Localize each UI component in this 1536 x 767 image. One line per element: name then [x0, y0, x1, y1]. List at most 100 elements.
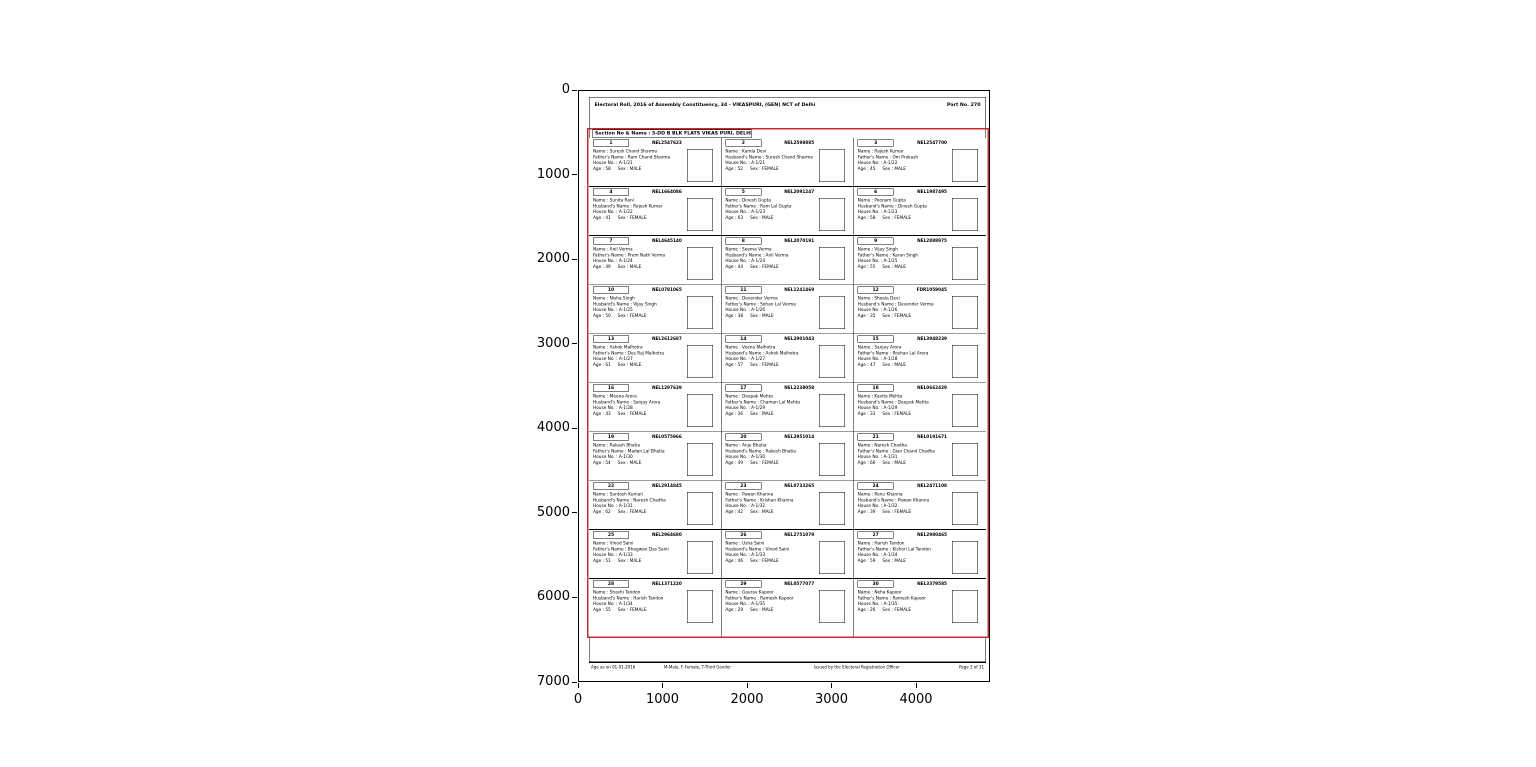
age: Age : 57 [725, 362, 744, 368]
house-number: House No. : A-1/25 [857, 258, 898, 264]
relative-name: Father's Name : Ram Chand Sharma [593, 154, 671, 160]
age-sex-line: Age : 26 Sex : FEMALE [858, 607, 946, 613]
x-tick-mark [746, 683, 748, 688]
x-tick-label: 3000 [814, 692, 849, 707]
page-footer: Age as on 01-01-2016 M-Male, F-Female, T… [589, 665, 986, 672]
sex: Sex : MALE [882, 166, 906, 172]
relative-name: Father's Name : Ram Lal Gupta [725, 203, 792, 209]
sex: Sex : FEMALE [882, 411, 912, 417]
epic-number: NEL0575966 [651, 434, 682, 440]
relative-name: Father's Name : Krishan Khanna [725, 497, 794, 503]
house-number: House No. : A-1/23 [857, 209, 898, 215]
y-tick-label: 7000 [536, 674, 570, 689]
voter-fields: Name : Kavita Mehta Husband's Name : Deep… [858, 394, 946, 417]
photo-placeholder [951, 247, 978, 280]
age-sex-line: Age : 51 Sex : MALE [593, 558, 681, 564]
sex: Sex : FEMALE [750, 264, 779, 270]
photo-placeholder [819, 198, 846, 231]
photo-placeholder [951, 394, 978, 427]
age-sex-line: Age : 52 Sex : FEMALE [725, 166, 813, 172]
epic-number: NEL2547623 [651, 140, 682, 146]
age-sex-line: Age : 63 Sex : MALE [725, 215, 813, 221]
serial-number: 18 [857, 384, 894, 392]
y-tick-label: 1000 [536, 166, 570, 182]
voter-card: 1 NEL2547623 Name : Suresh Chand Sharma Fat… [589, 138, 722, 187]
voter-card: 10 NEL0781065 Name : Nisha Singh Husband's … [589, 285, 722, 334]
relative-name: Father's Name : Madan Lal Bhatia [593, 448, 665, 454]
age-sex-line: Age : 58 Sex : MALE [593, 166, 681, 172]
sex: Sex : FEMALE [750, 362, 779, 368]
footer-page-number: Page 3 of 31 [959, 665, 984, 670]
age: Age : 43 [593, 411, 611, 417]
voter-fields: Name : Deepak Mehta Father's Name : Chama… [725, 394, 813, 417]
epic-number: NEL2598885 [784, 140, 815, 146]
serial-number: 14 [725, 335, 762, 343]
voter-card: 6 NEL1987495 Name : Poonam Gupta Husband's … [853, 187, 986, 236]
voter-card: 22 NEL2914845 Name : Santosh Kumari Husband… [589, 481, 722, 530]
voter-card: 13 NEL2612687 Name : Ashok Malhotra Father'… [589, 334, 722, 383]
age: Age : 36 [725, 411, 744, 417]
relative-name: Father's Name : Roshan Lal Arora [857, 350, 929, 356]
voter-card: 19 NEL0575966 Name : Rakesh Bhatia Father's… [589, 432, 722, 481]
voter-fields: Name : Sanjay Arora Father's Name : Rosha… [858, 345, 946, 368]
serial-number: 30 [857, 580, 894, 588]
voter-name: Name : Deepak Mehta [725, 394, 773, 399]
epic-number: NEL0577077 [784, 581, 815, 587]
serial-number: 8 [725, 237, 762, 245]
sex: Sex : MALE [617, 558, 642, 564]
sex: Sex : MALE [750, 313, 774, 319]
age: Age : 45 [857, 166, 876, 172]
voter-card: 15 NEL3948239 Name : Sanjay Arora Father's … [853, 334, 986, 383]
sex: Sex : FEMALE [882, 215, 912, 221]
y-tick-label: 2000 [536, 251, 570, 267]
house-number: House No. : A-1/24 [725, 258, 766, 264]
house-number: House No. : A-1/34 [857, 552, 898, 558]
sex: Sex : MALE [882, 460, 906, 466]
voter-card: 27 NEL2980465 Name : Harish Tandon Father's… [853, 530, 986, 579]
age: Age : 55 [593, 607, 611, 613]
relative-name: Husband's Name : Sanjay Arora [593, 399, 661, 405]
photo-placeholder [686, 443, 713, 476]
section-header: Section No & Name : 3-DD B BLK FLATS VIK… [592, 129, 752, 138]
voter-name: Name : Devender Verma [725, 296, 778, 301]
voter-name: Name : Gaurav Kapoor [725, 590, 774, 595]
age-sex-line: Age : 41 Sex : FEMALE [593, 215, 681, 221]
age: Age : 29 [725, 607, 744, 613]
house-number: House No. : A-1/32 [725, 503, 766, 509]
footer-sex-legend: M-Male, F-Female, T-Third Gender [664, 665, 732, 670]
voter-card: 5 NEL2091247 Name : Dinesh Gupta Father's N… [721, 187, 854, 236]
voter-name: Name : Harish Tandon [857, 541, 905, 546]
relative-name: Father's Name : Gian Chand Chadha [857, 448, 935, 454]
epic-number: NEL1371220 [651, 581, 682, 587]
serial-number: 22 [593, 482, 629, 490]
photo-placeholder [819, 590, 846, 623]
age: Age : 44 [725, 264, 744, 270]
age-sex-line: Age : 57 Sex : FEMALE [725, 362, 813, 368]
voter-fields: Name : Seema Verma Husband's Name : Anil … [725, 247, 813, 270]
serial-number: 26 [725, 531, 762, 539]
sex: Sex : MALE [882, 558, 906, 564]
age-sex-line: Age : 61 Sex : MALE [593, 362, 681, 368]
house-number: House No. : A-1/33 [593, 552, 633, 558]
sex: Sex : MALE [750, 509, 774, 515]
voter-card: 29 NEL0577077 Name : Gaurav Kapoor Father's… [721, 579, 854, 637]
voter-card: 26 NEL2751079 Name : Usha Saini Husband's N… [721, 530, 854, 579]
age: Age : 59 [857, 558, 876, 564]
voter-card: 9 NEL2888975 Name : Vijay Singh Father's Na… [853, 236, 986, 285]
sex: Sex : MALE [617, 362, 642, 368]
epic-number: NEL1241469 [784, 287, 815, 293]
voter-name: Name : Meena Arora [593, 394, 637, 399]
voter-name: Name : Renu Khanna [857, 492, 903, 497]
epic-number: NEL2914845 [651, 483, 682, 489]
age-sex-line: Age : 45 Sex : MALE [858, 166, 946, 172]
serial-number: 9 [857, 237, 894, 245]
photo-placeholder [686, 492, 713, 525]
voter-fields: Name : Suresh Chand Sharma Father's Name … [593, 149, 681, 172]
epic-number: FDR1059045 [916, 287, 947, 293]
age-sex-line: Age : 49 Sex : MALE [593, 264, 681, 270]
serial-number: 6 [857, 188, 894, 196]
relative-name: Father's Name : Chaman Lal Mehta [725, 399, 800, 405]
voter-fields: Name : Naresh Chadha Father's Name : Gian… [858, 443, 946, 466]
serial-number: 20 [725, 433, 762, 441]
voter-card: 4 NEL1664086 Name : Sunita Rani Husband's N… [589, 187, 722, 236]
